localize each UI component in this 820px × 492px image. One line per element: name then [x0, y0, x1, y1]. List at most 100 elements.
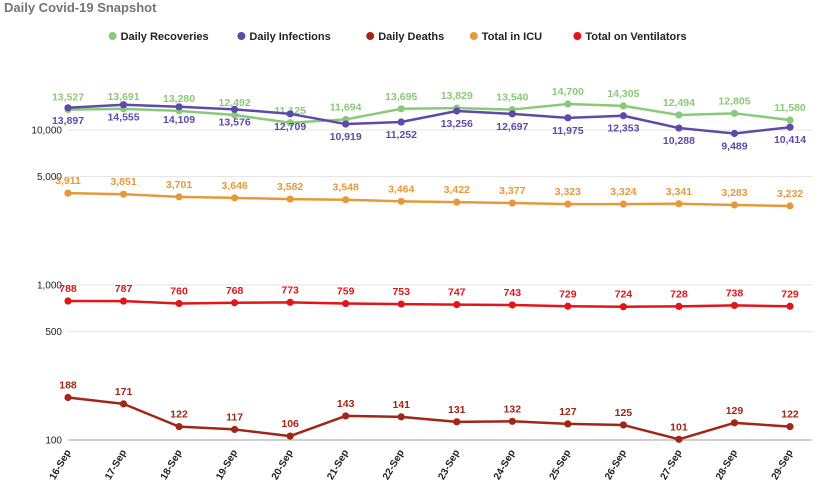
data-label-total-on-ventilators: 729: [781, 288, 799, 300]
data-label-daily-deaths: 127: [559, 406, 577, 418]
data-point-total-on-ventilators: [119, 297, 128, 305]
data-label-total-in-icu: 3,911: [55, 175, 81, 187]
data-point-daily-recoveries: [675, 111, 683, 119]
data-point-daily-recoveries: [231, 111, 239, 119]
x-tick-label: 20-Sep: [270, 448, 296, 482]
data-label-total-in-icu: 3,422: [444, 184, 470, 196]
series-line-total-on-ventilators: [67, 299, 791, 308]
data-point-daily-deaths: [564, 420, 572, 428]
x-tick-label: 21-Sep: [325, 448, 351, 482]
legend-label-daily-recoveries: Daily Recoveries: [121, 31, 209, 43]
data-point-daily-infections: [619, 112, 627, 120]
x-tick-label: 22-Sep: [381, 448, 407, 482]
y-tick-label: 5,000: [37, 172, 62, 183]
data-label-daily-deaths: 117: [226, 411, 243, 423]
data-label-daily-recoveries: 13,691: [107, 91, 139, 103]
data-label-daily-infections: 14,109: [163, 114, 195, 126]
data-point-total-in-icu: [619, 200, 627, 208]
data-label-daily-infections: 14,555: [107, 112, 139, 124]
series-line-daily-recoveries: [67, 102, 791, 125]
data-label-total-on-ventilators: 743: [504, 287, 522, 299]
data-label-total-on-ventilators: 724: [615, 289, 633, 301]
data-point-daily-recoveries: [619, 102, 627, 110]
data-point-daily-recoveries: [730, 109, 739, 117]
x-tick-label: 17-Sep: [103, 448, 129, 482]
data-point-total-on-ventilators: [64, 297, 72, 305]
x-tick-label: 29-Sep: [770, 448, 796, 482]
data-label-daily-infections: 12,709: [274, 121, 306, 133]
data-label-total-in-icu: 3,851: [110, 176, 136, 188]
x-tick-label: 28-Sep: [714, 448, 740, 482]
data-point-total-on-ventilators: [397, 300, 405, 308]
data-label-total-in-icu: 3,283: [721, 187, 747, 199]
data-point-daily-deaths: [786, 423, 794, 431]
data-label-total-in-icu: 3,324: [610, 186, 636, 198]
data-label-total-on-ventilators: 760: [170, 285, 188, 297]
data-point-total-on-ventilators: [453, 301, 461, 309]
data-label-total-in-icu: 3,646: [221, 180, 247, 192]
data-label-total-in-icu: 3,464: [388, 183, 414, 195]
data-point-daily-deaths: [119, 400, 128, 408]
data-label-daily-deaths: 106: [281, 418, 299, 430]
legend-label-daily-deaths: Daily Deaths: [378, 31, 444, 43]
data-label-daily-recoveries: 11,694: [330, 101, 362, 113]
data-point-daily-deaths: [619, 421, 627, 429]
data-point-daily-deaths: [730, 419, 739, 427]
data-label-total-in-icu: 3,701: [166, 179, 192, 191]
data-label-daily-recoveries: 13,540: [496, 92, 528, 104]
data-point-total-in-icu: [675, 200, 683, 208]
data-label-daily-infections: 13,576: [219, 116, 251, 128]
data-label-daily-deaths: 141: [392, 399, 410, 411]
data-point-total-on-ventilators: [231, 299, 239, 307]
data-point-daily-infections: [342, 120, 350, 128]
data-point-total-in-icu: [64, 189, 72, 197]
data-label-daily-deaths: 188: [59, 380, 77, 392]
data-label-daily-recoveries: 14,305: [607, 88, 639, 100]
data-label-daily-recoveries: 11,580: [774, 102, 806, 114]
legend-marker-total-on-ventilators: [573, 32, 582, 40]
data-point-daily-infections: [675, 124, 683, 132]
data-label-total-on-ventilators: 787: [115, 283, 133, 295]
x-tick-label: 18-Sep: [159, 448, 185, 482]
y-tick-label: 100: [45, 436, 62, 447]
data-label-daily-recoveries: 12,492: [219, 97, 251, 109]
data-point-total-in-icu: [286, 195, 294, 203]
data-point-daily-infections: [453, 107, 461, 115]
data-point-total-on-ventilators: [508, 301, 516, 309]
data-point-daily-infections: [564, 114, 572, 122]
data-label-daily-deaths: 131: [448, 404, 466, 416]
data-label-total-on-ventilators: 788: [59, 283, 77, 295]
x-tick-label: 24-Sep: [492, 448, 518, 482]
data-point-daily-infections: [64, 104, 72, 112]
data-label-total-on-ventilators: 773: [281, 284, 299, 296]
y-tick-label: 500: [45, 327, 62, 338]
data-point-total-on-ventilators: [286, 298, 294, 306]
data-label-total-in-icu: 3,341: [666, 186, 692, 198]
data-point-total-on-ventilators: [564, 302, 572, 310]
data-point-daily-deaths: [286, 432, 294, 440]
data-label-total-in-icu: 3,232: [777, 188, 803, 200]
data-label-total-in-icu: 3,323: [555, 186, 581, 198]
y-tick-label: 10,000: [31, 125, 62, 136]
data-point-total-in-icu: [175, 193, 183, 201]
data-point-daily-recoveries: [786, 116, 794, 124]
legend-label-daily-infections: Daily Infections: [249, 31, 330, 43]
x-tick-label: 26-Sep: [603, 448, 629, 482]
data-label-daily-infections: 13,897: [52, 115, 84, 127]
data-point-total-on-ventilators: [675, 302, 683, 310]
data-label-daily-recoveries: 12,805: [718, 95, 750, 107]
data-point-daily-recoveries: [286, 119, 294, 127]
data-point-total-in-icu: [231, 194, 239, 202]
legend-marker-total-in-icu: [469, 32, 478, 40]
data-label-daily-recoveries: 13,829: [441, 90, 473, 102]
legend-label-total-in-icu: Total in ICU: [482, 31, 542, 43]
data-point-daily-deaths: [397, 413, 405, 421]
data-point-daily-recoveries: [397, 105, 405, 113]
data-point-daily-deaths: [675, 435, 683, 443]
data-label-total-on-ventilators: 759: [337, 286, 355, 298]
data-label-total-on-ventilators: 747: [448, 287, 466, 299]
legend-marker-daily-deaths: [366, 32, 375, 40]
data-point-total-on-ventilators: [730, 301, 739, 310]
data-label-daily-deaths: 129: [726, 405, 744, 417]
data-label-daily-infections: 9,489: [721, 140, 747, 152]
